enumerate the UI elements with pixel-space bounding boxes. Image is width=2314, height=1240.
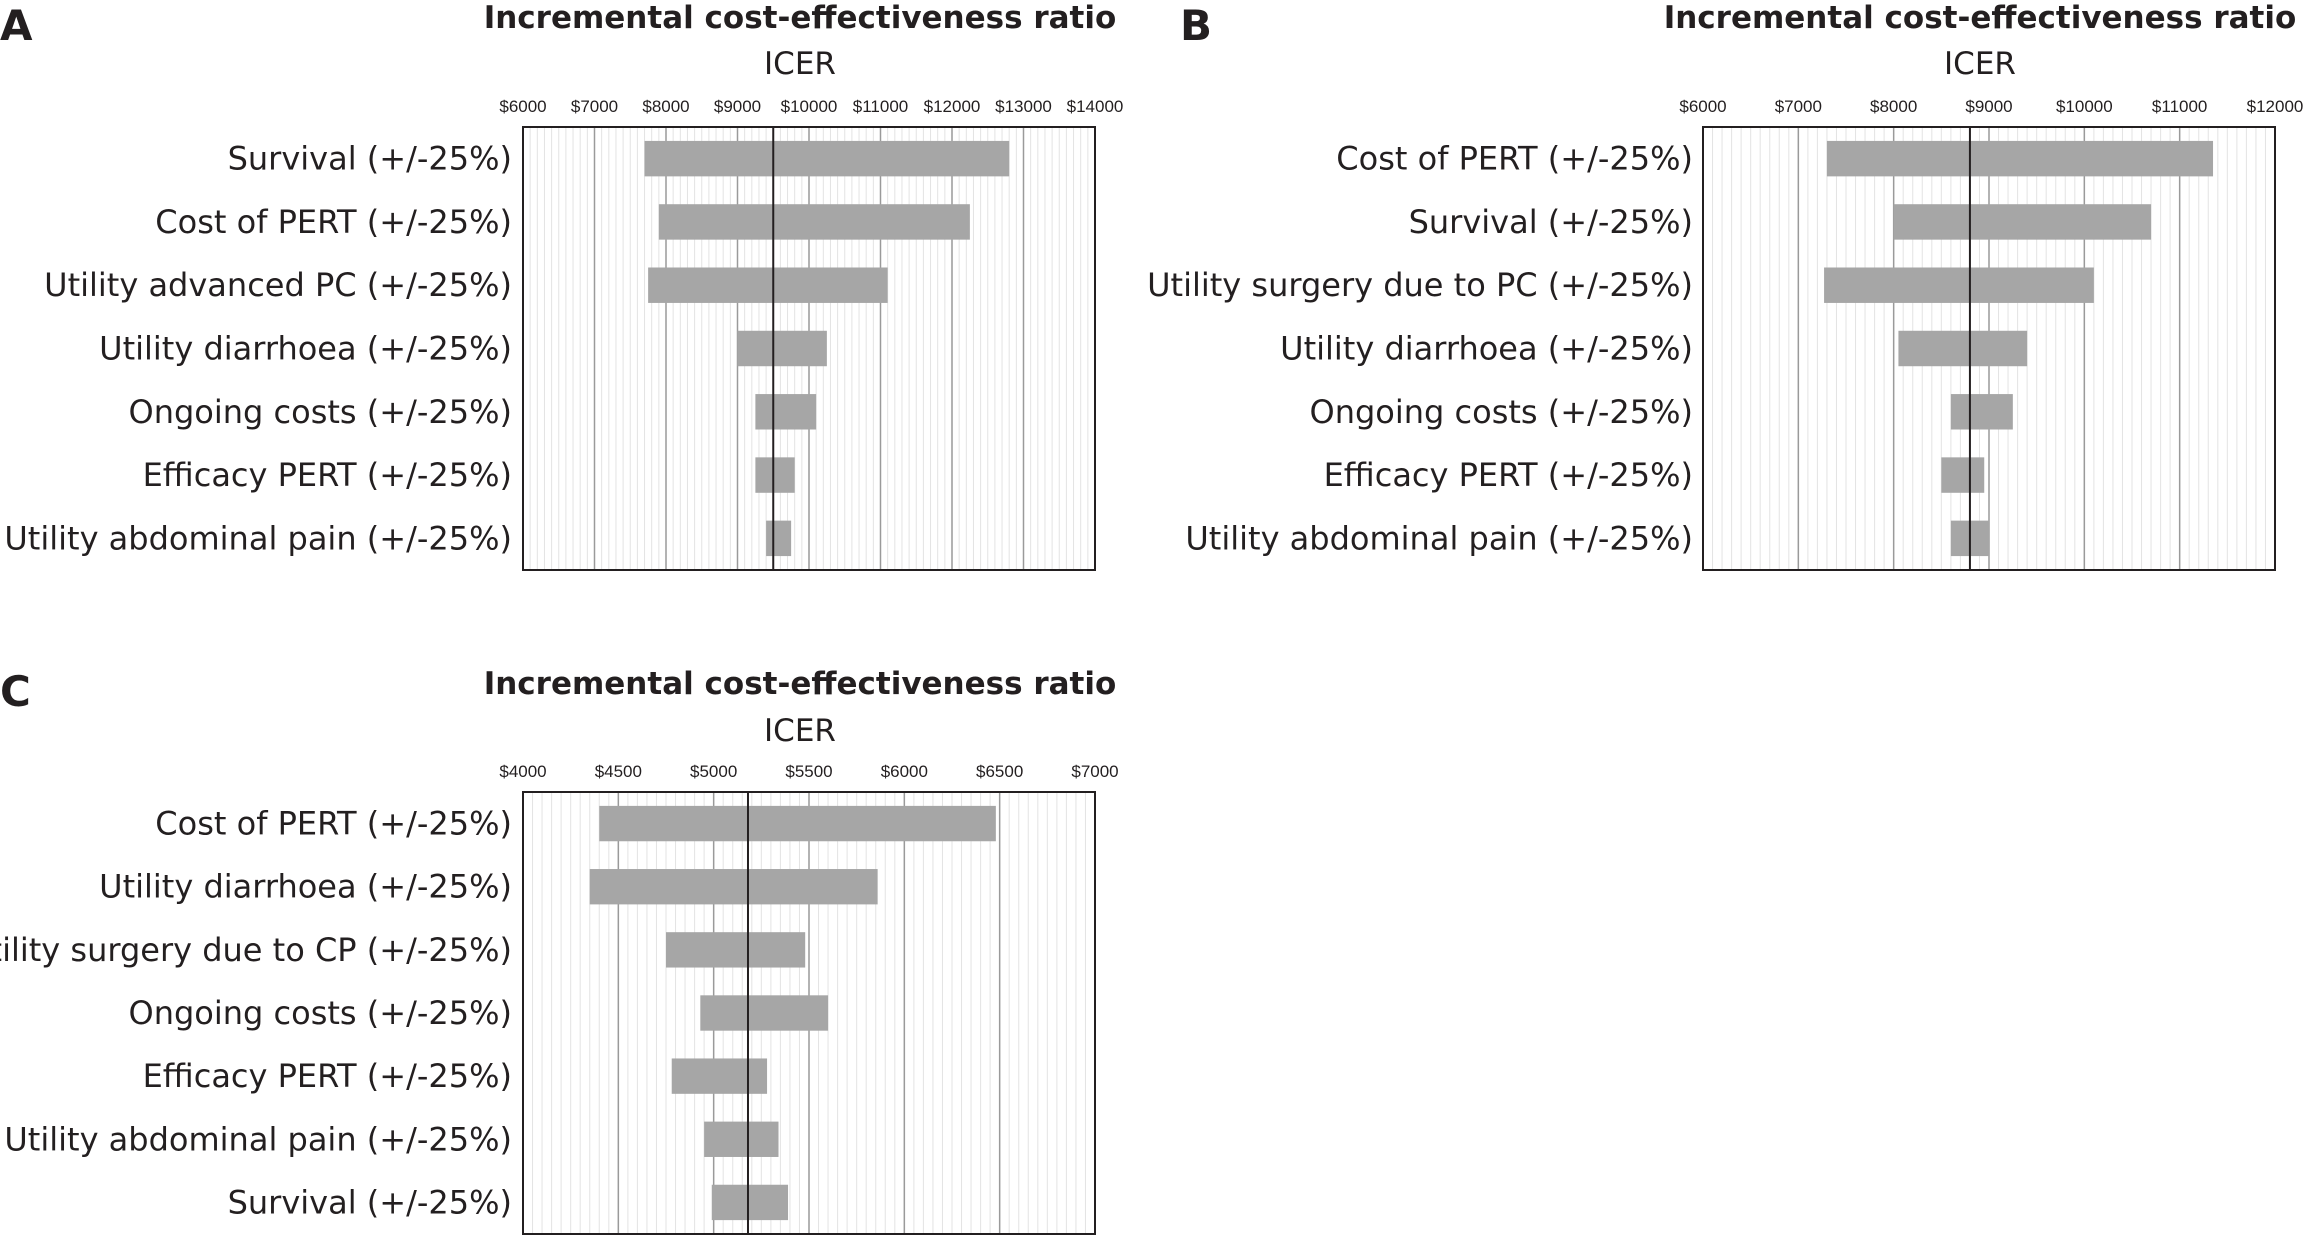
category-label: Utility abdominal pain (+/-25%) — [1185, 519, 1693, 557]
category-label: Utility diarrhoea (+/-25%) — [99, 330, 512, 368]
x-tick-label: $10000 — [781, 97, 838, 116]
bar — [658, 204, 970, 240]
bar — [644, 140, 1010, 177]
bar — [666, 932, 806, 968]
bar — [704, 1121, 779, 1157]
bar — [648, 267, 888, 303]
category-label: Survival (+/-25%) — [228, 1183, 512, 1221]
category-label: Efficacy PERT (+/-25%) — [143, 1057, 512, 1095]
bar — [599, 805, 996, 842]
bar — [1826, 140, 2214, 177]
panel-letter: C — [0, 667, 31, 716]
x-tick-label: $7000 — [1775, 97, 1822, 116]
chart-title: Incremental cost-effectiveness ratio — [484, 0, 1117, 36]
bar — [755, 394, 817, 430]
category-label: Utility advanced PC (+/-25%) — [44, 266, 512, 304]
x-tick-label: $12000 — [2247, 97, 2304, 116]
x-tick-label: $9000 — [1965, 97, 2012, 116]
x-tick-label: $8000 — [642, 97, 689, 116]
x-tick-label: $11000 — [853, 97, 908, 116]
plot-frame — [1702, 126, 2276, 571]
x-tick-label: $6000 — [499, 97, 546, 116]
bar — [671, 1058, 768, 1094]
category-label: Cost of PERT (+/-25%) — [155, 805, 512, 843]
category-label: Efficacy PERT (+/-25%) — [143, 456, 512, 494]
chart-subtitle: ICER — [1944, 46, 2016, 82]
chart-panel-b: B Incremental cost-effectiveness ratio ICE… — [1147, 0, 2304, 571]
category-label: Survival (+/-25%) — [228, 140, 512, 178]
x-tick-label: $5000 — [690, 762, 737, 781]
panel-letter: A — [0, 1, 33, 50]
bar — [1898, 330, 2028, 367]
bar — [1941, 457, 1985, 493]
chart-subtitle: ICER — [764, 713, 836, 749]
category-label: Utility surgery due to PC (+/-25%) — [1147, 266, 1693, 304]
x-tick-label: $7000 — [1071, 762, 1118, 781]
x-tick-label: $10000 — [2056, 97, 2113, 116]
category-label: Utility abdominal pain (+/-25%) — [4, 1120, 512, 1158]
x-tick-label: $8000 — [1870, 97, 1917, 116]
x-tick-label: $5500 — [785, 762, 832, 781]
plot-frame — [522, 791, 1096, 1235]
category-label: Efficacy PERT (+/-25%) — [1324, 456, 1693, 494]
x-tick-label: $4500 — [595, 762, 642, 781]
category-label: Cost of PERT (+/-25%) — [155, 203, 512, 241]
bar — [755, 457, 795, 493]
chart-panel-c: C Incremental cost-effectiveness ratio ICE… — [0, 666, 1119, 1235]
x-tick-label: $6000 — [1679, 97, 1726, 116]
x-tick-label: $6000 — [881, 762, 928, 781]
category-label: Cost of PERT (+/-25%) — [1336, 140, 1693, 178]
category-label: Utility surgery due to CP (+/-25%) — [0, 931, 512, 969]
bar — [766, 520, 792, 557]
bar — [700, 995, 829, 1031]
chart-panel-a: A Incremental cost-effectiveness ratio ICE… — [0, 0, 1124, 571]
bar — [589, 869, 878, 905]
x-tick-label: $13000 — [995, 97, 1052, 116]
chart-title: Incremental cost-effectiveness ratio — [484, 666, 1117, 702]
x-tick-label: $11000 — [2152, 97, 2207, 116]
chart-subtitle: ICER — [764, 46, 836, 82]
x-tick-label: $4000 — [499, 762, 546, 781]
bar — [1824, 267, 2094, 303]
category-label: Ongoing costs (+/-25%) — [129, 994, 512, 1032]
x-tick-label: $9000 — [714, 97, 761, 116]
x-tick-label: $7000 — [571, 97, 618, 116]
plot-frame — [522, 126, 1096, 571]
category-label: Ongoing costs (+/-25%) — [129, 393, 512, 431]
bar — [737, 330, 827, 367]
panel-letter: B — [1180, 1, 1212, 50]
x-tick-label: $14000 — [1067, 97, 1124, 116]
category-label: Utility diarrhoea (+/-25%) — [99, 868, 512, 906]
bar — [1893, 204, 2152, 240]
bar — [711, 1184, 789, 1221]
x-tick-label: $12000 — [924, 97, 981, 116]
category-label: Survival (+/-25%) — [1409, 203, 1693, 241]
category-label: Ongoing costs (+/-25%) — [1310, 393, 1693, 431]
x-tick-label: $6500 — [976, 762, 1023, 781]
category-label: Utility abdominal pain (+/-25%) — [4, 519, 512, 557]
chart-title: Incremental cost-effectiveness ratio — [1664, 0, 2297, 36]
bar — [1950, 394, 2013, 430]
category-label: Utility diarrhoea (+/-25%) — [1280, 330, 1693, 368]
